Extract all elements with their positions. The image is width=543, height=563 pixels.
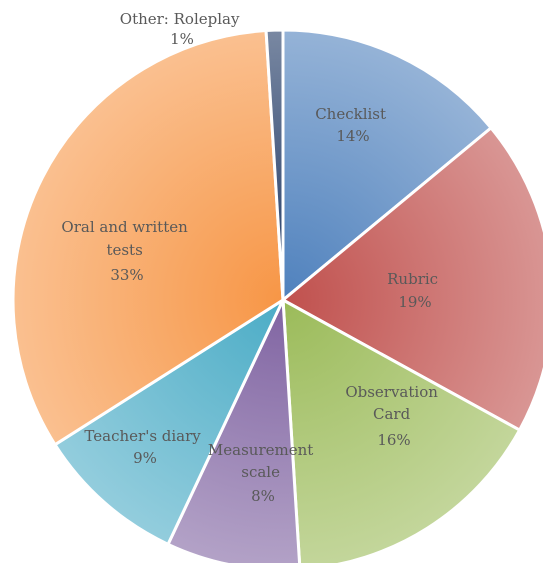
label-checklist: Checklist 14% bbox=[315, 105, 391, 145]
label-observation-card-value: 16% bbox=[377, 431, 410, 449]
slice-teacher-s-diary bbox=[52, 295, 287, 547]
slice-rubric bbox=[280, 125, 543, 433]
label-other-roleplay-name: Other: Roleplay bbox=[120, 10, 240, 28]
label-oral-written-tests-name-1: Oral and written bbox=[61, 218, 188, 236]
slice-other-roleplay bbox=[264, 28, 285, 301]
label-observation-card-name-2: Card bbox=[373, 405, 411, 423]
label-measurement-scale-name-1: Measurement bbox=[208, 441, 313, 459]
label-measurement-scale-value: 8% bbox=[251, 487, 275, 505]
label-other-roleplay: Other: Roleplay 1% bbox=[120, 10, 244, 48]
label-measurement-scale-name-2: scale bbox=[241, 463, 280, 481]
label-other-roleplay-value: 1% bbox=[170, 30, 194, 48]
slice-labels: Checklist 14% Rubric 19% Observation Car… bbox=[61, 10, 443, 505]
label-teachers-diary-value: 9% bbox=[133, 449, 157, 467]
label-oral-written-tests-value: 33% bbox=[110, 266, 143, 284]
label-oral-written-tests: Oral and written tests 33% bbox=[61, 218, 192, 284]
slice-observation-card bbox=[281, 297, 522, 563]
label-checklist-value: 14% bbox=[336, 127, 369, 145]
label-observation-card-name-1: Observation bbox=[345, 383, 438, 401]
label-rubric-value: 19% bbox=[398, 293, 431, 311]
slice-oral-and-written-tests bbox=[11, 28, 285, 447]
slice-checklist bbox=[281, 28, 494, 304]
label-teachers-diary-name: Teacher's diary bbox=[84, 427, 201, 445]
label-teachers-diary: Teacher's diary 9% bbox=[84, 427, 205, 467]
label-rubric: Rubric 19% bbox=[387, 270, 443, 311]
label-measurement-scale: Measurement scale 8% bbox=[208, 441, 318, 505]
pie-slices bbox=[11, 28, 543, 563]
label-checklist-name: Checklist bbox=[315, 105, 386, 123]
label-observation-card: Observation Card 16% bbox=[345, 383, 442, 449]
slice-measurement-scale bbox=[166, 299, 302, 563]
label-oral-written-tests-name-2: tests bbox=[106, 241, 142, 259]
label-rubric-name: Rubric bbox=[387, 270, 438, 288]
